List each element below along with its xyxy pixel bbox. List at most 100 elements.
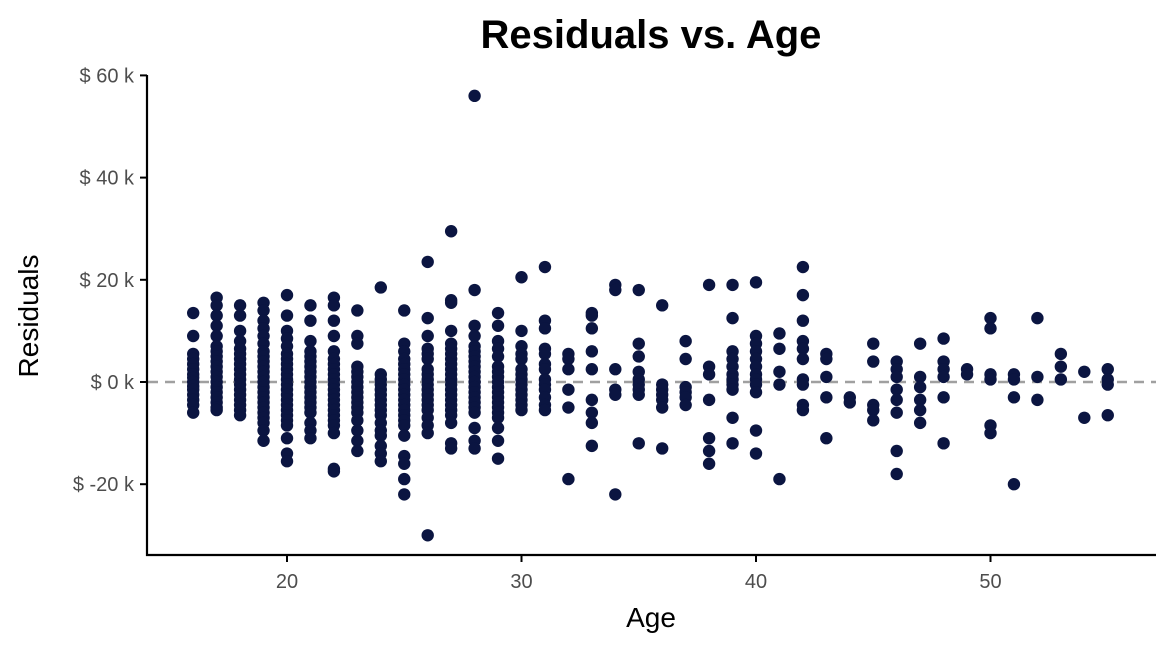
x-tick-label: 40 <box>745 571 767 593</box>
data-point <box>632 350 645 363</box>
data-point <box>515 271 528 284</box>
data-point <box>796 288 810 302</box>
data-point <box>562 401 575 414</box>
data-point <box>210 309 223 322</box>
data-point <box>491 306 505 320</box>
data-point <box>984 322 997 335</box>
data-point <box>867 403 880 417</box>
data-point <box>515 324 528 338</box>
y-axis-title: Residuals <box>13 255 44 378</box>
data-point <box>1031 311 1044 325</box>
data-point <box>421 426 434 440</box>
data-point <box>890 406 903 419</box>
data-point <box>351 424 364 437</box>
data-point <box>773 365 786 378</box>
y-tick-label: $ 0 k <box>91 372 135 394</box>
data-point <box>398 488 411 501</box>
data-point <box>585 309 599 322</box>
data-point <box>656 442 669 455</box>
data-point <box>562 352 575 366</box>
data-point <box>538 403 552 417</box>
data-point <box>1054 360 1068 373</box>
data-point <box>468 329 481 343</box>
data-point <box>984 426 997 440</box>
data-point <box>984 373 997 386</box>
data-point <box>1101 363 1114 376</box>
data-point <box>538 322 552 335</box>
data-point <box>444 324 458 338</box>
data-point <box>585 363 599 376</box>
data-point <box>562 472 575 486</box>
data-point <box>233 299 247 312</box>
data-point <box>702 457 716 470</box>
data-point <box>515 352 528 366</box>
data-point <box>468 89 481 103</box>
data-point <box>491 411 505 424</box>
data-point <box>1078 365 1091 378</box>
data-point <box>187 306 200 320</box>
data-point <box>796 342 810 355</box>
y-tick-label: $ 40 k <box>80 168 135 190</box>
data-point <box>679 334 692 348</box>
data-point <box>702 393 716 407</box>
data-point <box>351 434 364 447</box>
data-point <box>280 288 294 302</box>
data-point <box>585 345 599 358</box>
data-point <box>421 255 434 269</box>
data-point <box>726 411 739 424</box>
data-point <box>491 319 505 332</box>
data-point <box>609 388 622 401</box>
data-point <box>1101 409 1114 422</box>
data-point <box>890 393 903 407</box>
data-point <box>726 278 739 292</box>
data-point <box>820 370 833 384</box>
data-point <box>210 329 223 343</box>
data-point <box>890 444 903 458</box>
data-point <box>304 314 317 327</box>
data-point <box>304 432 317 445</box>
data-point <box>304 406 317 419</box>
data-point <box>913 416 927 430</box>
data-point <box>960 368 974 381</box>
data-point <box>937 370 950 384</box>
data-point <box>820 352 833 366</box>
data-point <box>421 352 434 366</box>
data-point <box>937 391 950 404</box>
data-point <box>351 444 364 458</box>
data-point <box>1007 391 1021 404</box>
data-point <box>749 276 763 289</box>
data-point <box>421 311 434 325</box>
data-point <box>773 378 786 391</box>
data-point <box>468 319 481 332</box>
data-point <box>585 406 599 419</box>
data-point <box>233 309 247 322</box>
data-point <box>1054 347 1068 361</box>
x-tick-label: 20 <box>276 571 298 593</box>
x-axis-title: Age <box>626 602 676 633</box>
data-point <box>867 337 880 350</box>
data-point <box>726 383 739 396</box>
data-point <box>632 388 645 401</box>
data-point <box>585 322 599 335</box>
data-point <box>820 432 833 445</box>
data-point <box>210 403 223 417</box>
data-point <box>796 314 810 327</box>
data-point <box>867 355 880 368</box>
data-point <box>937 332 950 345</box>
data-point <box>491 452 505 465</box>
data-point <box>773 472 786 486</box>
data-point <box>374 455 387 468</box>
data-point <box>609 488 622 501</box>
data-point <box>327 426 341 440</box>
data-point <box>609 283 622 297</box>
data-point <box>726 311 739 325</box>
data-point <box>210 319 223 332</box>
data-point <box>937 437 950 450</box>
data-point <box>187 406 200 419</box>
data-point <box>702 444 716 458</box>
data-point <box>749 424 763 437</box>
data-point <box>327 465 341 478</box>
data-point <box>702 432 716 445</box>
data-point <box>468 406 481 419</box>
